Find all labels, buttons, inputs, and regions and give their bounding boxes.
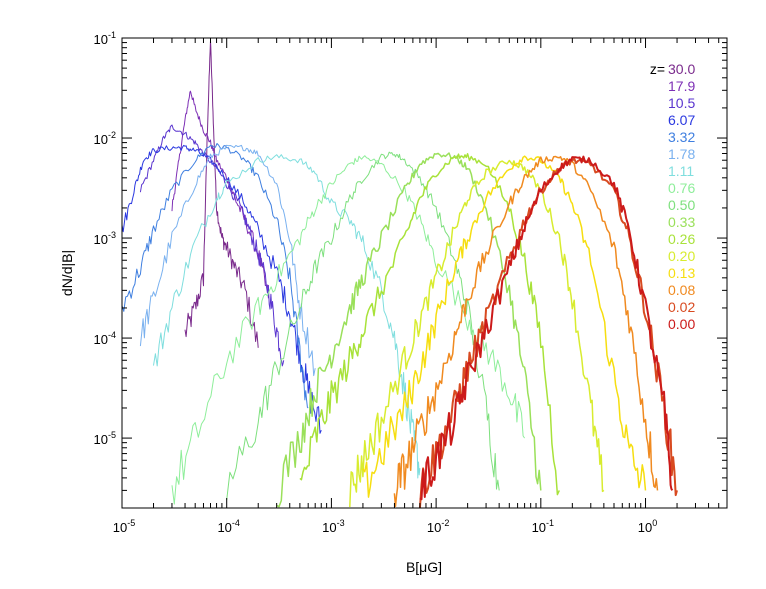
legend-entry-z-3_32: 3.32 [668,129,695,145]
series-line-z-0_08 [393,155,659,508]
series-line-z-0_00 [419,155,674,501]
x-tick-label: 10-2 [427,518,449,535]
tick-labels: 10-5 10-4 10-3 10-2 10-1 100 10-5 10-4 10-3 10-2 1… [94,30,658,535]
legend-entry-z-1_11: 1.11 [668,163,694,179]
x-tick-label: 10-1 [532,518,554,535]
plot-frame [121,37,728,509]
legend-entry-z-0_76: 0.76 [668,180,695,196]
legend-entry-z-0_02: 0.02 [668,299,695,315]
series-line-z-0_02 [418,157,678,508]
legend-entry-z-0_08: 0.08 [668,282,695,298]
legend-entry-z-10_5: 10.5 [668,95,695,111]
x-tick-label: 10-3 [322,518,344,535]
y-tick-label: 10-4 [94,330,116,347]
legend: z= 30.017.910.56.073.321.781.110.760.500… [650,61,696,332]
series-line-z-0_76 [171,155,526,505]
legend-entry-z-6_07: 6.07 [668,112,695,128]
legend-entry-z-17_9: 17.9 [668,78,695,94]
legend-entry-z-0_13: 0.13 [668,265,695,281]
y-tick-label: 10-5 [94,430,116,447]
series-line-z-10_5 [139,124,285,367]
legend-entry-z-1_78: 1.78 [668,146,695,162]
y-tick-label: 10-2 [94,130,116,147]
y-axis-title: dN/d|B| [59,250,75,296]
series-line-z-0_33 [276,152,542,508]
x-tick-label: 10-4 [217,518,239,535]
legend-entry-z-0_20: 0.20 [668,248,695,264]
series-line-z-0_26 [299,153,560,496]
series-line-z-17_9 [171,90,269,299]
series-line-z-0_50 [226,151,500,501]
legend-entry-z-30_0: 30.0 [668,61,695,77]
legend-entry-z-0_33: 0.33 [668,214,695,230]
series-line-z-0_20 [349,159,605,508]
x-axis-title: B[μG] [406,559,442,575]
series-line-z-3_32 [122,143,309,409]
y-tick-label: 10-3 [94,230,116,247]
series-layer [122,40,678,508]
legend-prefix: z= [650,61,665,77]
x-tick-label: 100 [638,518,657,535]
legend-entry-z-0_00: 0.00 [668,316,695,332]
y-tick-label: 10-1 [94,30,116,47]
series-line-z-6_07 [122,144,322,434]
series-line-z-0_13 [362,155,647,498]
series-line-z-1_78 [139,144,316,377]
legend-entry-z-0_50: 0.50 [668,197,695,213]
ticks-layer [121,37,728,509]
series-line-z-30_0 [184,40,259,348]
legend-entry-z-0_26: 0.26 [668,231,695,247]
series-line-z-1_11 [153,154,421,479]
x-tick-label: 10-5 [113,518,135,535]
